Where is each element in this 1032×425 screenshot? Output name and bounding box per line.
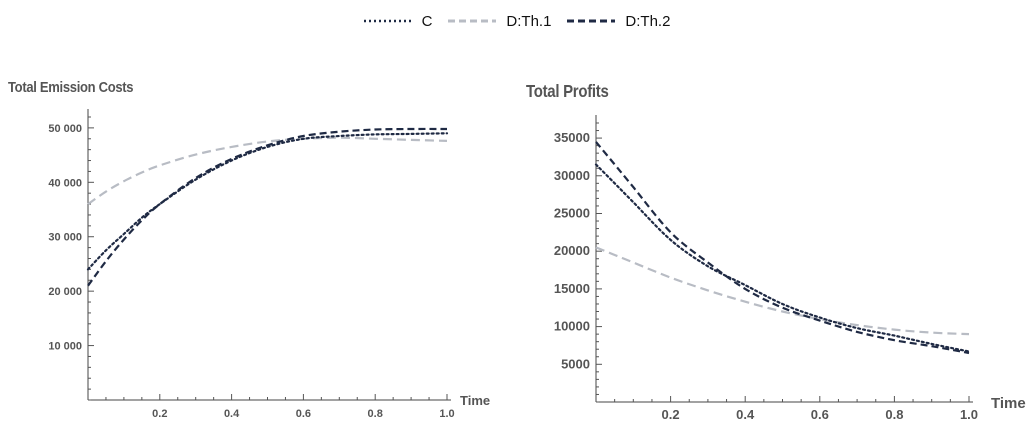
y-tick-label: 50 000 [48,123,82,135]
y-tick-label: 30000 [554,168,590,183]
x-tick-label: 0.4 [736,407,755,422]
x-tick-label: 1.0 [960,407,978,422]
y-tick-label: 30 000 [48,232,82,244]
y-tick-label: 10000 [554,319,590,334]
total-profits-panel: Total Profits 5000 10000 15000 20000 25000 30… [520,70,1032,425]
series-line-d-th-1 [595,246,970,336]
x-axis-label: Time [991,395,1026,412]
legend-item-d-th-1: D:Th.1 [446,13,551,30]
x-axis-label: Time [460,393,490,408]
x-tick-label: 0.8 [885,407,903,422]
total-profits-title: Total Profits [526,82,609,102]
x-tick-label: 0.6 [296,408,311,420]
x-tick-label: 0.2 [152,408,167,420]
emission-costs-chart: 10 000 20 000 30 000 40 000 50 000 0.2 0.4 0.6 0… [48,109,490,420]
legend-swatch [363,19,412,23]
y-tick-label: 20000 [554,243,590,258]
legend-swatch [448,19,497,23]
legend-swatch [567,19,616,23]
x-tick-label: 0.2 [662,407,680,422]
series-line-c [86,132,449,271]
total-profits-chart: 5000 10000 15000 20000 25000 30000 35000 0.2 0.4… [554,115,1026,422]
legend-label: D:Th.1 [506,12,552,30]
y-tick-label: 40 000 [48,177,82,189]
emission-costs-title: Total Emission Costs [8,78,134,96]
legend-item-c: C [362,12,433,30]
x-tick-label: 0.4 [224,408,240,420]
y-tick-label: 25000 [554,205,590,220]
y-tick-label: 20 000 [48,286,82,298]
y-tick-label: 15000 [554,281,590,296]
legend-label: D:Th.2 [625,12,671,30]
y-tick-label: 35000 [554,130,590,145]
series-line-d-th-2 [87,127,448,287]
emission-costs-panel: Total Emission Costs 10 000 20 000 30 000 4… [0,70,500,425]
series-line-c [594,163,971,353]
y-tick-label: 5000 [561,356,590,371]
chart-legend: C D:Th.1 D:Th.2 [0,8,1032,34]
legend-label: C [421,12,433,30]
x-tick-label: 0.8 [368,408,383,420]
x-tick-label: 1.0 [439,408,454,420]
legend-item-d-th-2: D:Th.2 [565,13,670,30]
series-line-d-th-2 [595,141,970,355]
x-tick-label: 0.6 [811,407,829,422]
series-line-d-th-1 [87,136,448,206]
y-tick-label: 10 000 [48,341,82,353]
